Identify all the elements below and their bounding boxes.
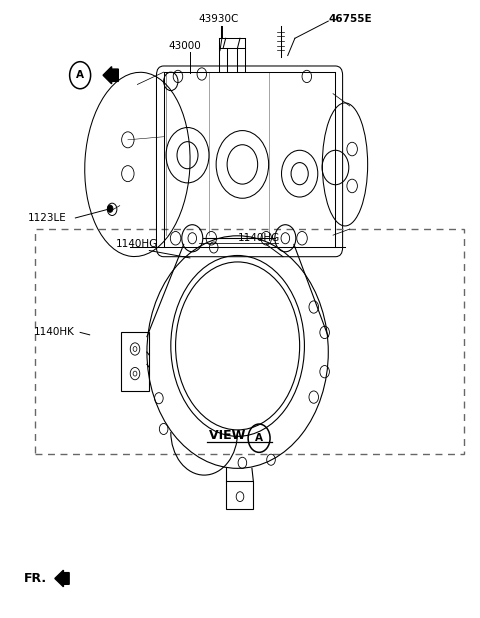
Bar xyxy=(35,229,464,454)
Text: 1140HK: 1140HK xyxy=(34,328,75,337)
Text: FR.: FR. xyxy=(24,572,48,585)
Text: 43000: 43000 xyxy=(169,41,202,51)
Text: 43930C: 43930C xyxy=(198,14,239,24)
Text: VIEW: VIEW xyxy=(209,429,250,442)
Text: 1123LE: 1123LE xyxy=(28,213,66,223)
Circle shape xyxy=(108,205,113,213)
Bar xyxy=(226,481,253,509)
Text: 1140HG: 1140HG xyxy=(238,232,280,242)
Text: 1140HG: 1140HG xyxy=(116,239,158,249)
Text: A: A xyxy=(255,433,263,443)
FancyArrow shape xyxy=(55,570,69,586)
Bar xyxy=(120,332,149,391)
Text: 46755E: 46755E xyxy=(328,14,372,24)
Text: A: A xyxy=(76,70,84,80)
FancyArrow shape xyxy=(103,67,118,84)
